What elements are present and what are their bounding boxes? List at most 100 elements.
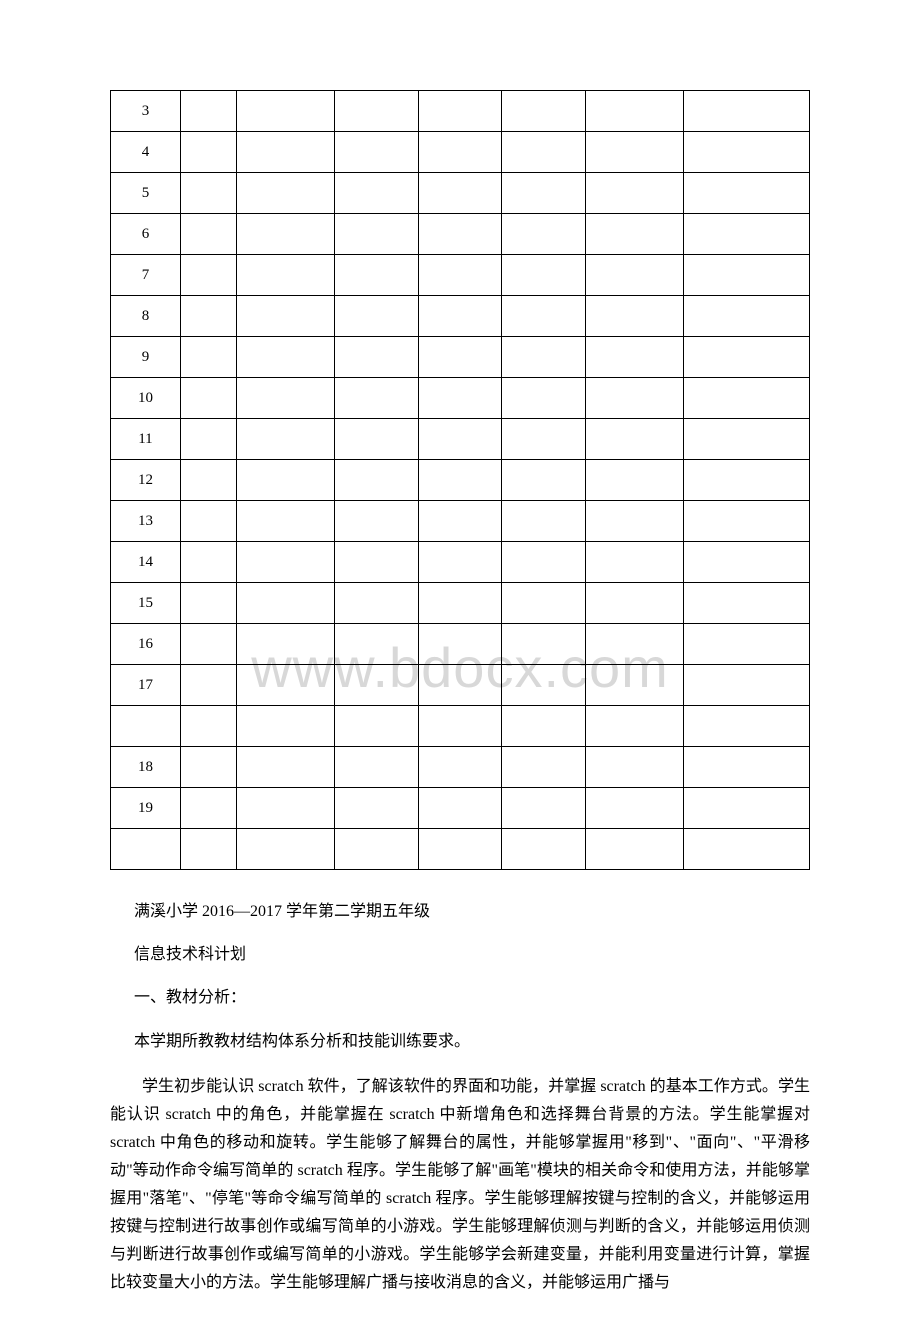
table-cell xyxy=(236,337,334,378)
table-cell xyxy=(236,173,334,214)
table-cell xyxy=(334,829,418,870)
table-cell xyxy=(684,542,810,583)
table-row: 13 xyxy=(111,501,810,542)
table-cell xyxy=(236,296,334,337)
table-cell xyxy=(502,829,586,870)
table-cell xyxy=(586,665,684,706)
table-cell xyxy=(586,542,684,583)
table-cell xyxy=(502,788,586,829)
table-cell xyxy=(236,665,334,706)
table-cell xyxy=(418,747,502,788)
table-row: 15 xyxy=(111,583,810,624)
table-cell xyxy=(236,378,334,419)
table-cell xyxy=(684,583,810,624)
table-cell xyxy=(180,747,236,788)
table-cell xyxy=(586,829,684,870)
table-cell xyxy=(334,337,418,378)
table-cell xyxy=(111,829,181,870)
table-cell xyxy=(502,542,586,583)
table-cell xyxy=(586,583,684,624)
table-cell xyxy=(334,583,418,624)
table-cell xyxy=(684,665,810,706)
table-row: 19 xyxy=(111,788,810,829)
table-cell xyxy=(236,91,334,132)
table-cell xyxy=(502,255,586,296)
schedule-table: 345678910111213141516171819 xyxy=(110,90,810,870)
table-cell xyxy=(502,583,586,624)
table-row: 7 xyxy=(111,255,810,296)
table-cell xyxy=(180,255,236,296)
table-cell xyxy=(684,378,810,419)
table-cell xyxy=(236,747,334,788)
table-cell xyxy=(180,132,236,173)
table-cell xyxy=(334,665,418,706)
table-cell xyxy=(334,296,418,337)
table-cell xyxy=(236,829,334,870)
table-row: 18 xyxy=(111,747,810,788)
table-cell xyxy=(334,214,418,255)
table-cell xyxy=(586,501,684,542)
table-row: 17 xyxy=(111,665,810,706)
table-cell xyxy=(418,91,502,132)
table-cell xyxy=(418,706,502,747)
table-cell xyxy=(502,460,586,501)
table-cell xyxy=(502,419,586,460)
table-cell: 14 xyxy=(111,542,181,583)
table-cell xyxy=(180,214,236,255)
table-cell xyxy=(586,255,684,296)
table-cell xyxy=(586,624,684,665)
table-cell xyxy=(502,378,586,419)
table-cell: 7 xyxy=(111,255,181,296)
table-cell: 15 xyxy=(111,583,181,624)
table-cell: 18 xyxy=(111,747,181,788)
table-cell xyxy=(586,788,684,829)
table-cell xyxy=(236,255,334,296)
table-row: 9 xyxy=(111,337,810,378)
table-cell xyxy=(180,706,236,747)
table-cell: 4 xyxy=(111,132,181,173)
table-cell xyxy=(586,747,684,788)
table-cell xyxy=(684,624,810,665)
table-cell: 8 xyxy=(111,296,181,337)
table-cell xyxy=(180,829,236,870)
table-cell xyxy=(236,788,334,829)
table-cell xyxy=(418,501,502,542)
table-cell xyxy=(418,665,502,706)
table-cell xyxy=(586,296,684,337)
table-cell xyxy=(180,419,236,460)
table-cell xyxy=(586,214,684,255)
table-cell xyxy=(334,173,418,214)
table-cell: 6 xyxy=(111,214,181,255)
table-cell xyxy=(334,706,418,747)
document-body: 满溪小学 2016—2017 学年第二学期五年级 信息技术科计划 一、教材分析：… xyxy=(110,898,810,1055)
intro-line: 本学期所教教材结构体系分析和技能训练要求。 xyxy=(134,1028,810,1055)
table-cell: 19 xyxy=(111,788,181,829)
table-cell xyxy=(502,337,586,378)
table-cell xyxy=(502,665,586,706)
table-cell xyxy=(180,542,236,583)
table-cell: 10 xyxy=(111,378,181,419)
table-cell xyxy=(684,296,810,337)
table-cell xyxy=(180,788,236,829)
table-cell xyxy=(684,829,810,870)
table-cell xyxy=(236,583,334,624)
table-cell xyxy=(180,624,236,665)
table-cell xyxy=(684,255,810,296)
table-cell xyxy=(236,706,334,747)
table-cell xyxy=(684,337,810,378)
table-cell xyxy=(236,460,334,501)
table-cell: 16 xyxy=(111,624,181,665)
table-cell xyxy=(111,706,181,747)
table-cell xyxy=(334,132,418,173)
title-line-1: 满溪小学 2016—2017 学年第二学期五年级 xyxy=(134,898,810,925)
table-cell xyxy=(418,173,502,214)
table-cell xyxy=(586,706,684,747)
table-row: 12 xyxy=(111,460,810,501)
table-cell xyxy=(334,255,418,296)
table-cell xyxy=(418,583,502,624)
table-cell xyxy=(684,501,810,542)
table-cell xyxy=(418,460,502,501)
table-row: 4 xyxy=(111,132,810,173)
table-cell xyxy=(502,747,586,788)
table-cell xyxy=(334,91,418,132)
